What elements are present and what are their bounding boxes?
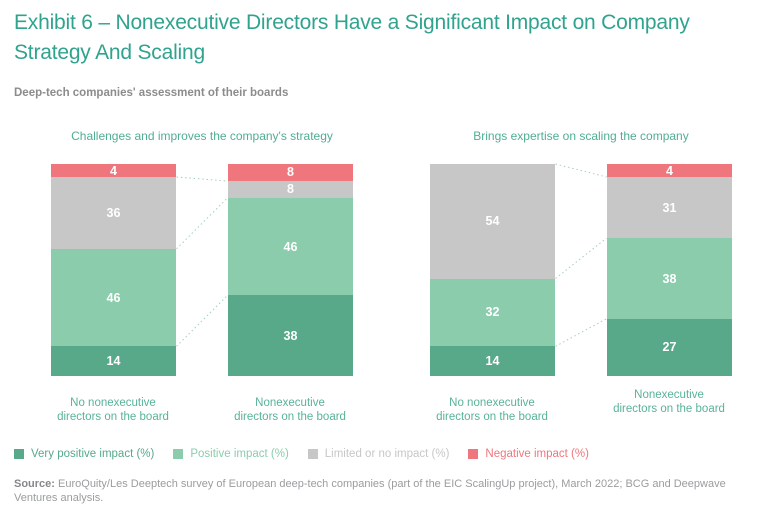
bar-segment-negative: 4 <box>607 163 732 178</box>
legend-item-very-positive: Very positive impact (%) <box>14 448 154 460</box>
bar-category-label: Nonexecutive directors on the board <box>234 397 346 423</box>
legend-swatch-positive-icon <box>173 449 184 459</box>
dotted-connector-line <box>555 163 607 178</box>
chart-group-scaling: Brings expertise on scaling the company … <box>430 127 732 427</box>
bar-segment-negative: 8 <box>228 163 353 181</box>
bar-segment-very-positive: 27 <box>607 318 732 376</box>
dotted-connector-line <box>555 237 607 279</box>
legend: Very positive impact (%) Positive impact… <box>14 448 608 460</box>
source-label: Source: <box>14 478 55 490</box>
legend-item-limited: Limited or no impact (%) <box>307 448 450 460</box>
segment-value: 31 <box>662 200 677 215</box>
segment-value: 36 <box>106 205 121 220</box>
segment-value: 4 <box>666 163 673 178</box>
source-note: Source: EuroQuity/Les Deeptech survey of… <box>14 477 742 505</box>
legend-item-negative: Negative impact (%) <box>468 448 589 460</box>
chart-subtitle: Deep-tech companies' assessment of their… <box>14 87 289 99</box>
bar-category-label: No nonexecutive directors on the board <box>436 397 548 423</box>
bars-area: 14 32 54 27 38 31 4 <box>430 163 732 376</box>
stacked-bar: 14 32 54 <box>430 164 555 376</box>
bar-category-label: Nonexecutive directors on the board <box>613 389 725 415</box>
bar-segment-positive: 32 <box>430 278 555 347</box>
segment-value: 54 <box>485 214 500 229</box>
segment-value: 38 <box>283 328 298 343</box>
page-title: Exhibit 6 – Nonexecutive Directors Have … <box>14 11 690 64</box>
segment-value: 38 <box>662 271 677 286</box>
legend-label: Negative impact (%) <box>485 448 589 460</box>
segment-value: 14 <box>485 354 500 369</box>
segment-value: 32 <box>485 305 500 320</box>
segment-value: 27 <box>662 340 677 355</box>
segment-value: 46 <box>106 290 121 305</box>
bar-segment-limited: 8 <box>228 180 353 198</box>
stacked-bar: 27 38 31 4 <box>607 164 732 376</box>
dotted-connector-line <box>176 295 228 347</box>
bar-segment-positive: 46 <box>51 248 176 347</box>
legend-label: Very positive impact (%) <box>31 448 155 460</box>
bar-segment-very-positive: 38 <box>228 295 353 376</box>
legend-swatch-very-positive-icon <box>14 449 24 459</box>
legend-label: Limited or no impact (%) <box>324 448 450 460</box>
bar-segment-very-positive: 14 <box>51 346 176 376</box>
group-title: Challenges and improves the company's st… <box>71 129 333 143</box>
segment-value: 8 <box>287 182 294 197</box>
legend-item-positive: Positive impact (%) <box>173 448 289 460</box>
bars-area: 14 46 36 4 38 46 8 8 <box>51 164 353 376</box>
stacked-bar: 38 46 8 8 <box>228 163 353 376</box>
group-title: Brings expertise on scaling the company <box>473 129 689 143</box>
bar-segment-very-positive: 14 <box>430 346 555 376</box>
bar-segment-limited: 36 <box>51 177 176 249</box>
connector-lines <box>555 163 607 347</box>
legend-swatch-limited-icon <box>307 449 318 459</box>
bar-segment-positive: 46 <box>228 197 353 296</box>
stacked-bar: 14 46 36 4 <box>51 164 176 376</box>
segment-value: 8 <box>287 165 294 180</box>
segment-value: 4 <box>110 163 117 178</box>
bar-segment-negative: 4 <box>51 163 176 178</box>
bar-segment-limited: 54 <box>430 164 555 279</box>
connector-lines <box>176 176 228 347</box>
dotted-connector-line <box>176 197 228 250</box>
bar-segment-positive: 38 <box>607 238 732 319</box>
legend-label: Positive impact (%) <box>190 448 289 460</box>
segment-value: 14 <box>106 354 121 369</box>
source-text: EuroQuity/Les Deeptech survey of Europea… <box>14 478 726 504</box>
chart-group-strategy: Challenges and improves the company's st… <box>51 127 353 427</box>
bar-category-label: No nonexecutive directors on the board <box>57 397 169 423</box>
legend-swatch-negative-icon <box>468 449 479 459</box>
dotted-connector-line <box>555 318 607 347</box>
dotted-connector-line <box>176 176 228 182</box>
segment-value: 46 <box>283 239 298 254</box>
bar-segment-limited: 31 <box>607 177 732 239</box>
